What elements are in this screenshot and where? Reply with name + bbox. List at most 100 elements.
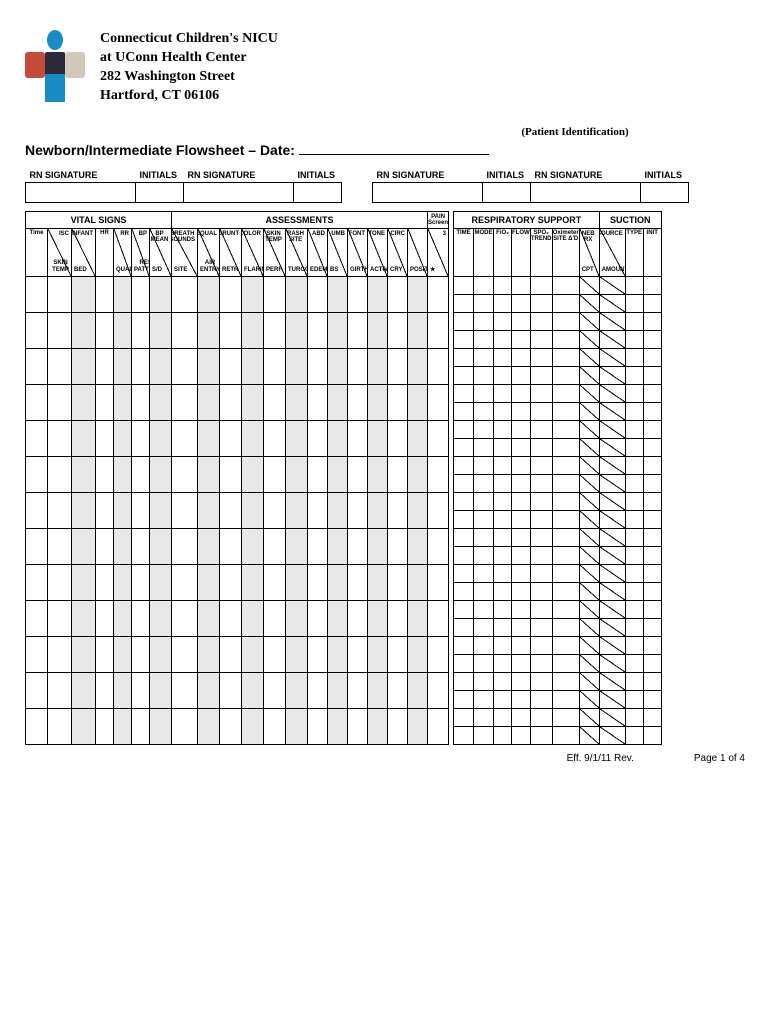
data-cell[interactable] bbox=[512, 636, 531, 654]
data-cell[interactable] bbox=[512, 276, 531, 294]
data-cell[interactable] bbox=[494, 582, 512, 600]
data-cell[interactable] bbox=[454, 672, 474, 690]
data-cell[interactable] bbox=[114, 384, 132, 420]
data-cell[interactable] bbox=[26, 636, 48, 672]
data-cell[interactable] bbox=[454, 708, 474, 726]
data-cell[interactable] bbox=[512, 510, 531, 528]
data-cell[interactable] bbox=[494, 474, 512, 492]
data-cell[interactable] bbox=[454, 402, 474, 420]
data-cell[interactable] bbox=[512, 348, 531, 366]
data-cell[interactable] bbox=[552, 528, 579, 546]
data-cell[interactable] bbox=[474, 528, 494, 546]
data-cell[interactable] bbox=[114, 420, 132, 456]
data-cell[interactable] bbox=[454, 726, 474, 744]
data-cell[interactable] bbox=[242, 456, 264, 492]
data-cell[interactable] bbox=[388, 312, 408, 348]
sig-cell[interactable] bbox=[136, 182, 184, 202]
data-cell[interactable] bbox=[474, 420, 494, 438]
data-cell[interactable] bbox=[579, 636, 599, 654]
data-cell[interactable] bbox=[72, 636, 96, 672]
data-cell[interactable] bbox=[96, 636, 114, 672]
data-cell[interactable] bbox=[388, 528, 408, 564]
data-cell[interactable] bbox=[408, 348, 428, 384]
data-cell[interactable] bbox=[512, 474, 531, 492]
data-cell[interactable] bbox=[26, 528, 48, 564]
data-cell[interactable] bbox=[172, 636, 198, 672]
data-cell[interactable] bbox=[494, 726, 512, 744]
data-cell[interactable] bbox=[530, 672, 552, 690]
data-cell[interactable] bbox=[132, 564, 150, 600]
data-cell[interactable] bbox=[72, 492, 96, 528]
data-cell[interactable] bbox=[328, 600, 348, 636]
data-cell[interactable] bbox=[286, 456, 308, 492]
data-cell[interactable] bbox=[172, 312, 198, 348]
data-cell[interactable] bbox=[512, 330, 531, 348]
data-cell[interactable] bbox=[150, 312, 172, 348]
data-cell[interactable] bbox=[408, 384, 428, 420]
data-cell[interactable] bbox=[552, 456, 579, 474]
data-cell[interactable] bbox=[552, 474, 579, 492]
data-cell[interactable] bbox=[579, 276, 599, 294]
data-cell[interactable] bbox=[72, 600, 96, 636]
data-cell[interactable] bbox=[530, 276, 552, 294]
data-cell[interactable] bbox=[408, 672, 428, 708]
data-cell[interactable] bbox=[26, 456, 48, 492]
data-cell[interactable] bbox=[530, 690, 552, 708]
data-cell[interactable] bbox=[474, 690, 494, 708]
data-cell[interactable] bbox=[625, 438, 643, 456]
data-cell[interactable] bbox=[579, 474, 599, 492]
data-cell[interactable] bbox=[530, 654, 552, 672]
data-cell[interactable] bbox=[512, 654, 531, 672]
data-cell[interactable] bbox=[26, 420, 48, 456]
data-cell[interactable] bbox=[552, 492, 579, 510]
data-cell[interactable] bbox=[512, 672, 531, 690]
data-cell[interactable] bbox=[530, 600, 552, 618]
data-cell[interactable] bbox=[220, 708, 242, 744]
data-cell[interactable] bbox=[220, 672, 242, 708]
data-cell[interactable] bbox=[474, 582, 494, 600]
data-cell[interactable] bbox=[530, 546, 552, 564]
data-cell[interactable] bbox=[552, 276, 579, 294]
data-cell[interactable] bbox=[328, 348, 348, 384]
data-cell[interactable] bbox=[388, 384, 408, 420]
data-cell[interactable] bbox=[220, 528, 242, 564]
data-cell[interactable] bbox=[408, 420, 428, 456]
data-cell[interactable] bbox=[599, 600, 625, 618]
data-cell[interactable] bbox=[530, 528, 552, 546]
data-cell[interactable] bbox=[132, 312, 150, 348]
data-cell[interactable] bbox=[494, 708, 512, 726]
data-cell[interactable] bbox=[599, 654, 625, 672]
data-cell[interactable] bbox=[96, 420, 114, 456]
data-cell[interactable] bbox=[494, 672, 512, 690]
data-cell[interactable] bbox=[454, 474, 474, 492]
data-cell[interactable] bbox=[599, 582, 625, 600]
data-cell[interactable] bbox=[172, 564, 198, 600]
data-cell[interactable] bbox=[599, 726, 625, 744]
data-cell[interactable] bbox=[454, 330, 474, 348]
data-cell[interactable] bbox=[454, 636, 474, 654]
data-cell[interactable] bbox=[625, 708, 643, 726]
data-cell[interactable] bbox=[530, 726, 552, 744]
data-cell[interactable] bbox=[242, 348, 264, 384]
data-cell[interactable] bbox=[579, 708, 599, 726]
data-cell[interactable] bbox=[150, 420, 172, 456]
data-cell[interactable] bbox=[643, 654, 661, 672]
data-cell[interactable] bbox=[454, 510, 474, 528]
data-cell[interactable] bbox=[408, 636, 428, 672]
data-cell[interactable] bbox=[388, 348, 408, 384]
data-cell[interactable] bbox=[264, 276, 286, 312]
sig-cell[interactable] bbox=[294, 182, 342, 202]
data-cell[interactable] bbox=[264, 672, 286, 708]
data-cell[interactable] bbox=[512, 618, 531, 636]
data-cell[interactable] bbox=[428, 348, 449, 384]
data-cell[interactable] bbox=[625, 492, 643, 510]
data-cell[interactable] bbox=[579, 384, 599, 402]
data-cell[interactable] bbox=[643, 474, 661, 492]
data-cell[interactable] bbox=[599, 618, 625, 636]
data-cell[interactable] bbox=[625, 726, 643, 744]
data-cell[interactable] bbox=[428, 492, 449, 528]
data-cell[interactable] bbox=[348, 312, 368, 348]
data-cell[interactable] bbox=[530, 708, 552, 726]
data-cell[interactable] bbox=[579, 420, 599, 438]
data-cell[interactable] bbox=[114, 528, 132, 564]
